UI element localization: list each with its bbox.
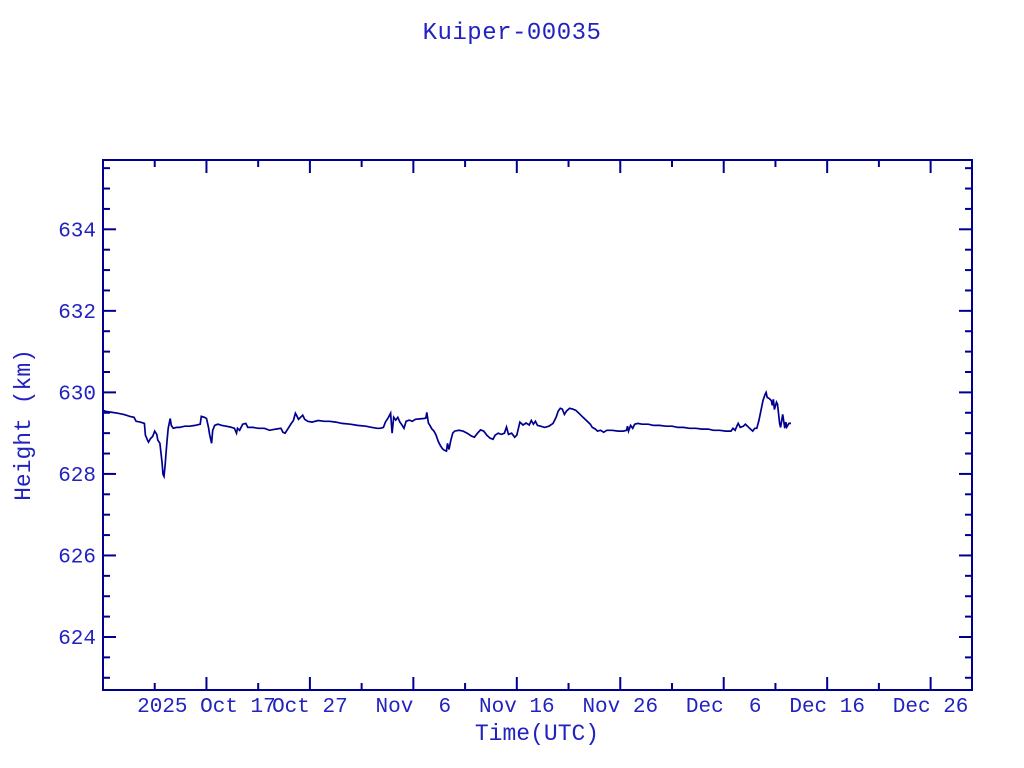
plot-frame — [102, 159, 973, 691]
y-tick-label: 626 — [58, 546, 96, 569]
y-tick-label: 634 — [58, 220, 96, 243]
y-tick-label: 632 — [58, 302, 96, 325]
x-tick-label: Oct 27 — [272, 696, 348, 719]
x-tick-label: Nov 16 — [479, 696, 555, 719]
height-series-line — [102, 389, 791, 480]
x-tick-label: Dec 6 — [686, 696, 762, 719]
y-tick-label: 630 — [58, 383, 96, 406]
plot-frame-group — [102, 159, 973, 691]
chart-title: Kuiper-00035 — [423, 20, 602, 47]
x-tick-label: Nov 26 — [582, 696, 658, 719]
x-axis-title: Time(UTC) — [475, 721, 599, 747]
x-tick-label: 2025 Oct 17 — [137, 696, 276, 719]
x-tick-label: Nov 6 — [376, 696, 452, 719]
y-tick-label: 624 — [58, 628, 96, 651]
y-tick-label: 628 — [58, 465, 96, 488]
x-tick-label: Dec 26 — [893, 696, 969, 719]
data-series-group — [102, 389, 791, 480]
axis-ticks-group — [103, 160, 972, 690]
y-axis-title: Height (km) — [11, 349, 37, 501]
x-tick-label: Dec 16 — [789, 696, 865, 719]
